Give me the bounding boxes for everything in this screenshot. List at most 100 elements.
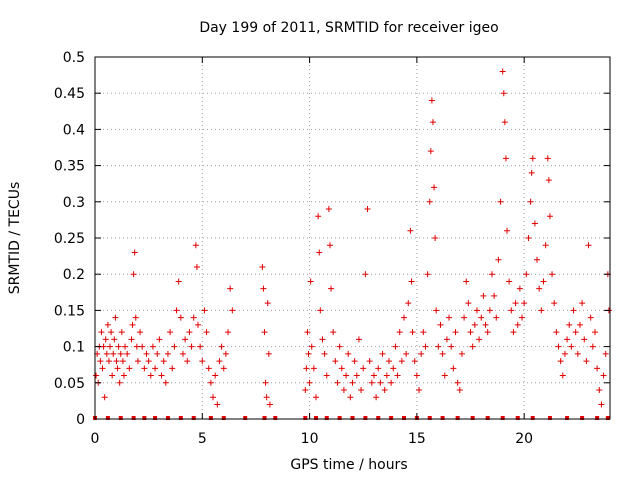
data-point (568, 343, 575, 350)
data-point (570, 307, 577, 314)
data-point (463, 278, 470, 285)
x-tick-label: 20 (515, 431, 533, 447)
data-point (545, 177, 552, 184)
data-point (330, 329, 337, 336)
data-point (307, 278, 314, 285)
data-point (201, 307, 208, 314)
zero-marker (547, 416, 552, 420)
data-point (388, 379, 395, 386)
zero-marker (142, 416, 147, 420)
data-point (482, 321, 489, 328)
data-point (443, 336, 450, 343)
data-point (93, 372, 100, 379)
zero-marker (500, 416, 505, 420)
data-point (523, 271, 530, 278)
y-tick-label: 0.1 (63, 340, 85, 356)
data-point (259, 263, 266, 270)
data-point (132, 314, 139, 321)
data-point (439, 350, 446, 357)
data-point (103, 350, 110, 357)
data-point (502, 155, 509, 162)
data-point (557, 358, 564, 365)
y-axis-label: SRMTID / TECUs (7, 182, 23, 295)
data-point (424, 271, 431, 278)
data-point (540, 278, 547, 285)
data-point (379, 350, 386, 357)
data-point (167, 329, 174, 336)
data-point (118, 329, 125, 336)
data-point (104, 321, 111, 328)
data-point (119, 358, 126, 365)
data-point (315, 213, 322, 220)
data-point (411, 358, 418, 365)
data-point (512, 300, 519, 307)
data-point (576, 321, 583, 328)
data-point (501, 119, 508, 126)
data-point (538, 307, 545, 314)
data-point (306, 379, 313, 386)
data-point (583, 358, 590, 365)
data-point (117, 350, 124, 357)
data-point (305, 350, 312, 357)
data-point (362, 271, 369, 278)
y-tick-label: 0.35 (54, 159, 85, 175)
data-point (452, 329, 459, 336)
gridlines (95, 57, 610, 419)
data-point (491, 292, 498, 299)
data-point (156, 336, 163, 343)
data-point (422, 343, 429, 350)
data-point (456, 387, 463, 394)
data-point (551, 300, 558, 307)
data-point (401, 314, 407, 321)
data-point (555, 343, 562, 350)
data-point (164, 350, 171, 357)
data-point (360, 365, 367, 372)
zero-marker (131, 416, 136, 420)
zero-marker (376, 416, 381, 420)
data-point (115, 343, 122, 350)
data-point (429, 119, 436, 126)
data-point (175, 278, 182, 285)
data-point (441, 372, 448, 379)
data-point (448, 343, 455, 350)
data-point (591, 329, 598, 336)
data-point (193, 263, 200, 270)
y-tick-label: 0.5 (63, 50, 85, 66)
data-point (508, 307, 515, 314)
data-point (435, 343, 442, 350)
data-point (210, 394, 217, 401)
data-point (426, 198, 433, 205)
y-tick-label: 0.25 (54, 231, 85, 247)
data-point (302, 387, 309, 394)
data-point (396, 329, 403, 336)
data-point (351, 358, 358, 365)
data-point (493, 314, 500, 321)
zero-marker (470, 416, 475, 420)
data-point (484, 329, 491, 336)
data-point (542, 242, 549, 249)
data-point (340, 387, 347, 394)
data-point (454, 379, 461, 386)
data-point (589, 343, 596, 350)
data-point (347, 394, 354, 401)
data-point (574, 350, 581, 357)
data-point (368, 379, 375, 386)
axis-ticks: 0 0.05 0.1 0.15 0.2 0.25 0.3 0.35 0.4 0.45 0.5 0 5 10… (54, 50, 610, 447)
data-point (162, 379, 169, 386)
x-tick-label: 10 (301, 431, 319, 447)
data-point (316, 249, 323, 256)
data-point (319, 336, 326, 343)
data-point (519, 314, 526, 321)
data-point (313, 394, 320, 401)
data-point (216, 358, 223, 365)
data-point (471, 321, 478, 328)
data-point (486, 307, 493, 314)
data-point (158, 372, 165, 379)
zero-marker (243, 416, 248, 420)
data-point (317, 307, 324, 314)
data-point (323, 372, 330, 379)
data-point (355, 336, 362, 343)
data-point (334, 379, 341, 386)
x-tick-label: 0 (91, 431, 100, 447)
